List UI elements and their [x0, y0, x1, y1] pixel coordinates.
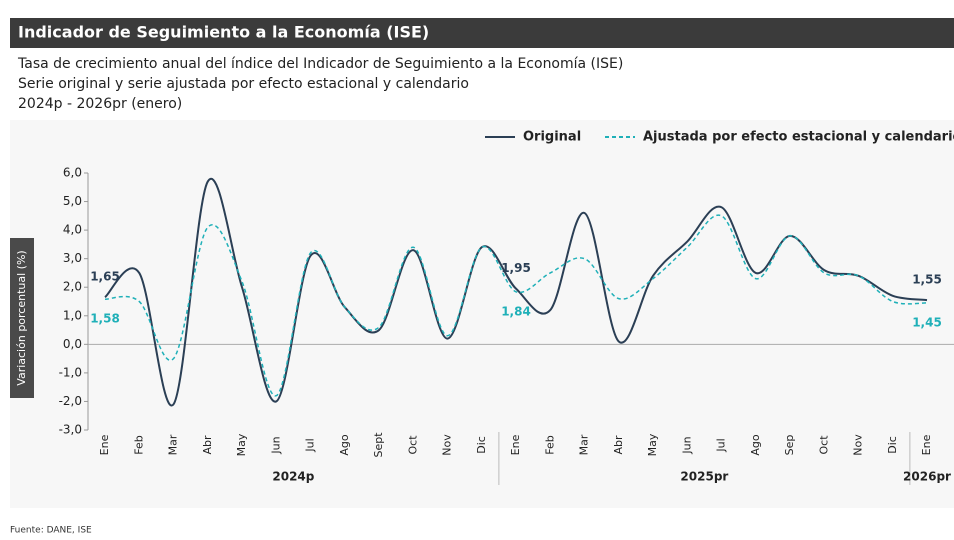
series-line	[104, 214, 928, 397]
x-tick-label: Feb	[543, 435, 556, 454]
x-tick-label: Ene	[920, 434, 933, 455]
plot-background	[10, 120, 954, 508]
source: Fuente: DANE, ISE	[10, 526, 92, 536]
x-tick-label: May	[646, 433, 659, 456]
x-tick-label: Mar	[578, 434, 591, 455]
x-tick-label: Dic	[475, 436, 488, 454]
y-axis-label: Variación porcentual (%)	[15, 250, 28, 385]
x-group-label: 2026pr	[903, 470, 951, 484]
x-tick-label: Jul	[715, 438, 728, 452]
subtitle: Tasa de crecimiento anual del índice del…	[17, 56, 623, 72]
header-bar	[10, 18, 954, 48]
x-tick-label: Nov	[852, 434, 865, 456]
x-group-label: 2024p	[272, 470, 314, 484]
x-tick-label: May	[235, 433, 248, 456]
y-tick-label: 5,0	[63, 194, 82, 208]
data-label: 1,45	[912, 315, 942, 329]
x-tick-label: Mar	[167, 434, 180, 455]
legend-label: Ajustada por efecto estacional y calenda…	[643, 130, 954, 145]
data-label: 1,55	[912, 273, 942, 287]
y-tick-label: 3,0	[63, 251, 82, 265]
x-tick-label: Ago	[338, 434, 351, 456]
subtitle: Serie original y serie ajustada por efec…	[18, 76, 469, 92]
x-tick-label: Dic	[886, 436, 899, 454]
x-group-label: 2025pr	[680, 470, 728, 484]
y-tick-label: -1,0	[59, 365, 82, 379]
data-label: 1,65	[90, 270, 120, 284]
x-tick-label: Sep	[783, 435, 796, 456]
y-tick-label: 2,0	[63, 280, 82, 294]
x-tick-label: Jul	[304, 438, 317, 452]
x-tick-label: Sept	[372, 432, 385, 458]
data-label: 1,84	[501, 304, 531, 318]
x-tick-label: Abr	[201, 435, 214, 455]
subtitle: 2024p - 2026pr (enero)	[18, 96, 182, 112]
x-tick-label: Abr	[612, 435, 625, 455]
data-label: 1,95	[501, 261, 531, 275]
x-tick-label: Feb	[132, 435, 145, 454]
y-tick-label: -2,0	[59, 394, 82, 408]
y-tick-label: 4,0	[63, 223, 82, 237]
y-tick-label: 1,0	[63, 308, 82, 322]
legend-label: Original	[523, 130, 581, 145]
y-tick-label: 6,0	[63, 166, 82, 180]
x-tick-label: Oct	[406, 435, 419, 455]
x-tick-label: Nov	[441, 434, 454, 456]
y-tick-label: 0,0	[63, 337, 82, 351]
x-tick-label: Ene	[509, 434, 522, 455]
x-tick-label: Ene	[98, 434, 111, 455]
x-tick-label: Jun	[680, 436, 693, 454]
x-tick-label: Ago	[749, 434, 762, 456]
x-tick-label: Jun	[269, 436, 282, 454]
x-tick-label: Oct	[817, 435, 830, 455]
data-label: 1,58	[90, 312, 120, 326]
y-tick-label: -3,0	[59, 423, 82, 437]
chart-title: Indicador de Seguimiento a la Economía (…	[18, 23, 429, 42]
y-label-box	[10, 238, 34, 398]
